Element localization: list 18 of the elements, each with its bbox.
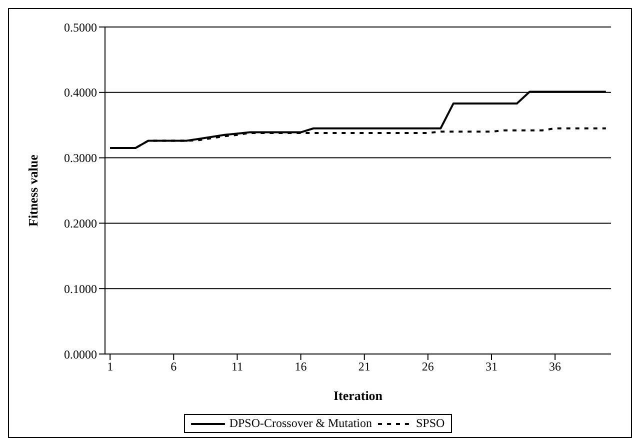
x-tick-label: 26	[422, 360, 434, 374]
y-tick-label: 0.3000	[64, 151, 97, 166]
y-axis-title: Fitness value	[26, 154, 41, 226]
y-tick-label: 0.0000	[64, 347, 97, 362]
legend-label: SPSO	[416, 416, 445, 431]
x-tick-label: 1	[107, 360, 114, 374]
y-tick-label: 0.4000	[64, 86, 97, 100]
y-tick-label: 0.2000	[64, 216, 97, 230]
x-tick-label: 11	[231, 360, 243, 374]
x-tick-label: 21	[358, 360, 370, 374]
x-tick-label: 31	[485, 360, 498, 374]
y-tick-label: 0.5000	[64, 20, 97, 34]
x-axis-title: Iteration	[333, 388, 384, 403]
y-tick-label: 0.1000	[64, 282, 97, 296]
x-tick-label: 6	[170, 360, 177, 374]
x-tick-label: 36	[549, 360, 562, 374]
legend-label: DPSO-Crossover & Mutation	[229, 416, 372, 431]
x-tick-label: 16	[294, 360, 307, 374]
